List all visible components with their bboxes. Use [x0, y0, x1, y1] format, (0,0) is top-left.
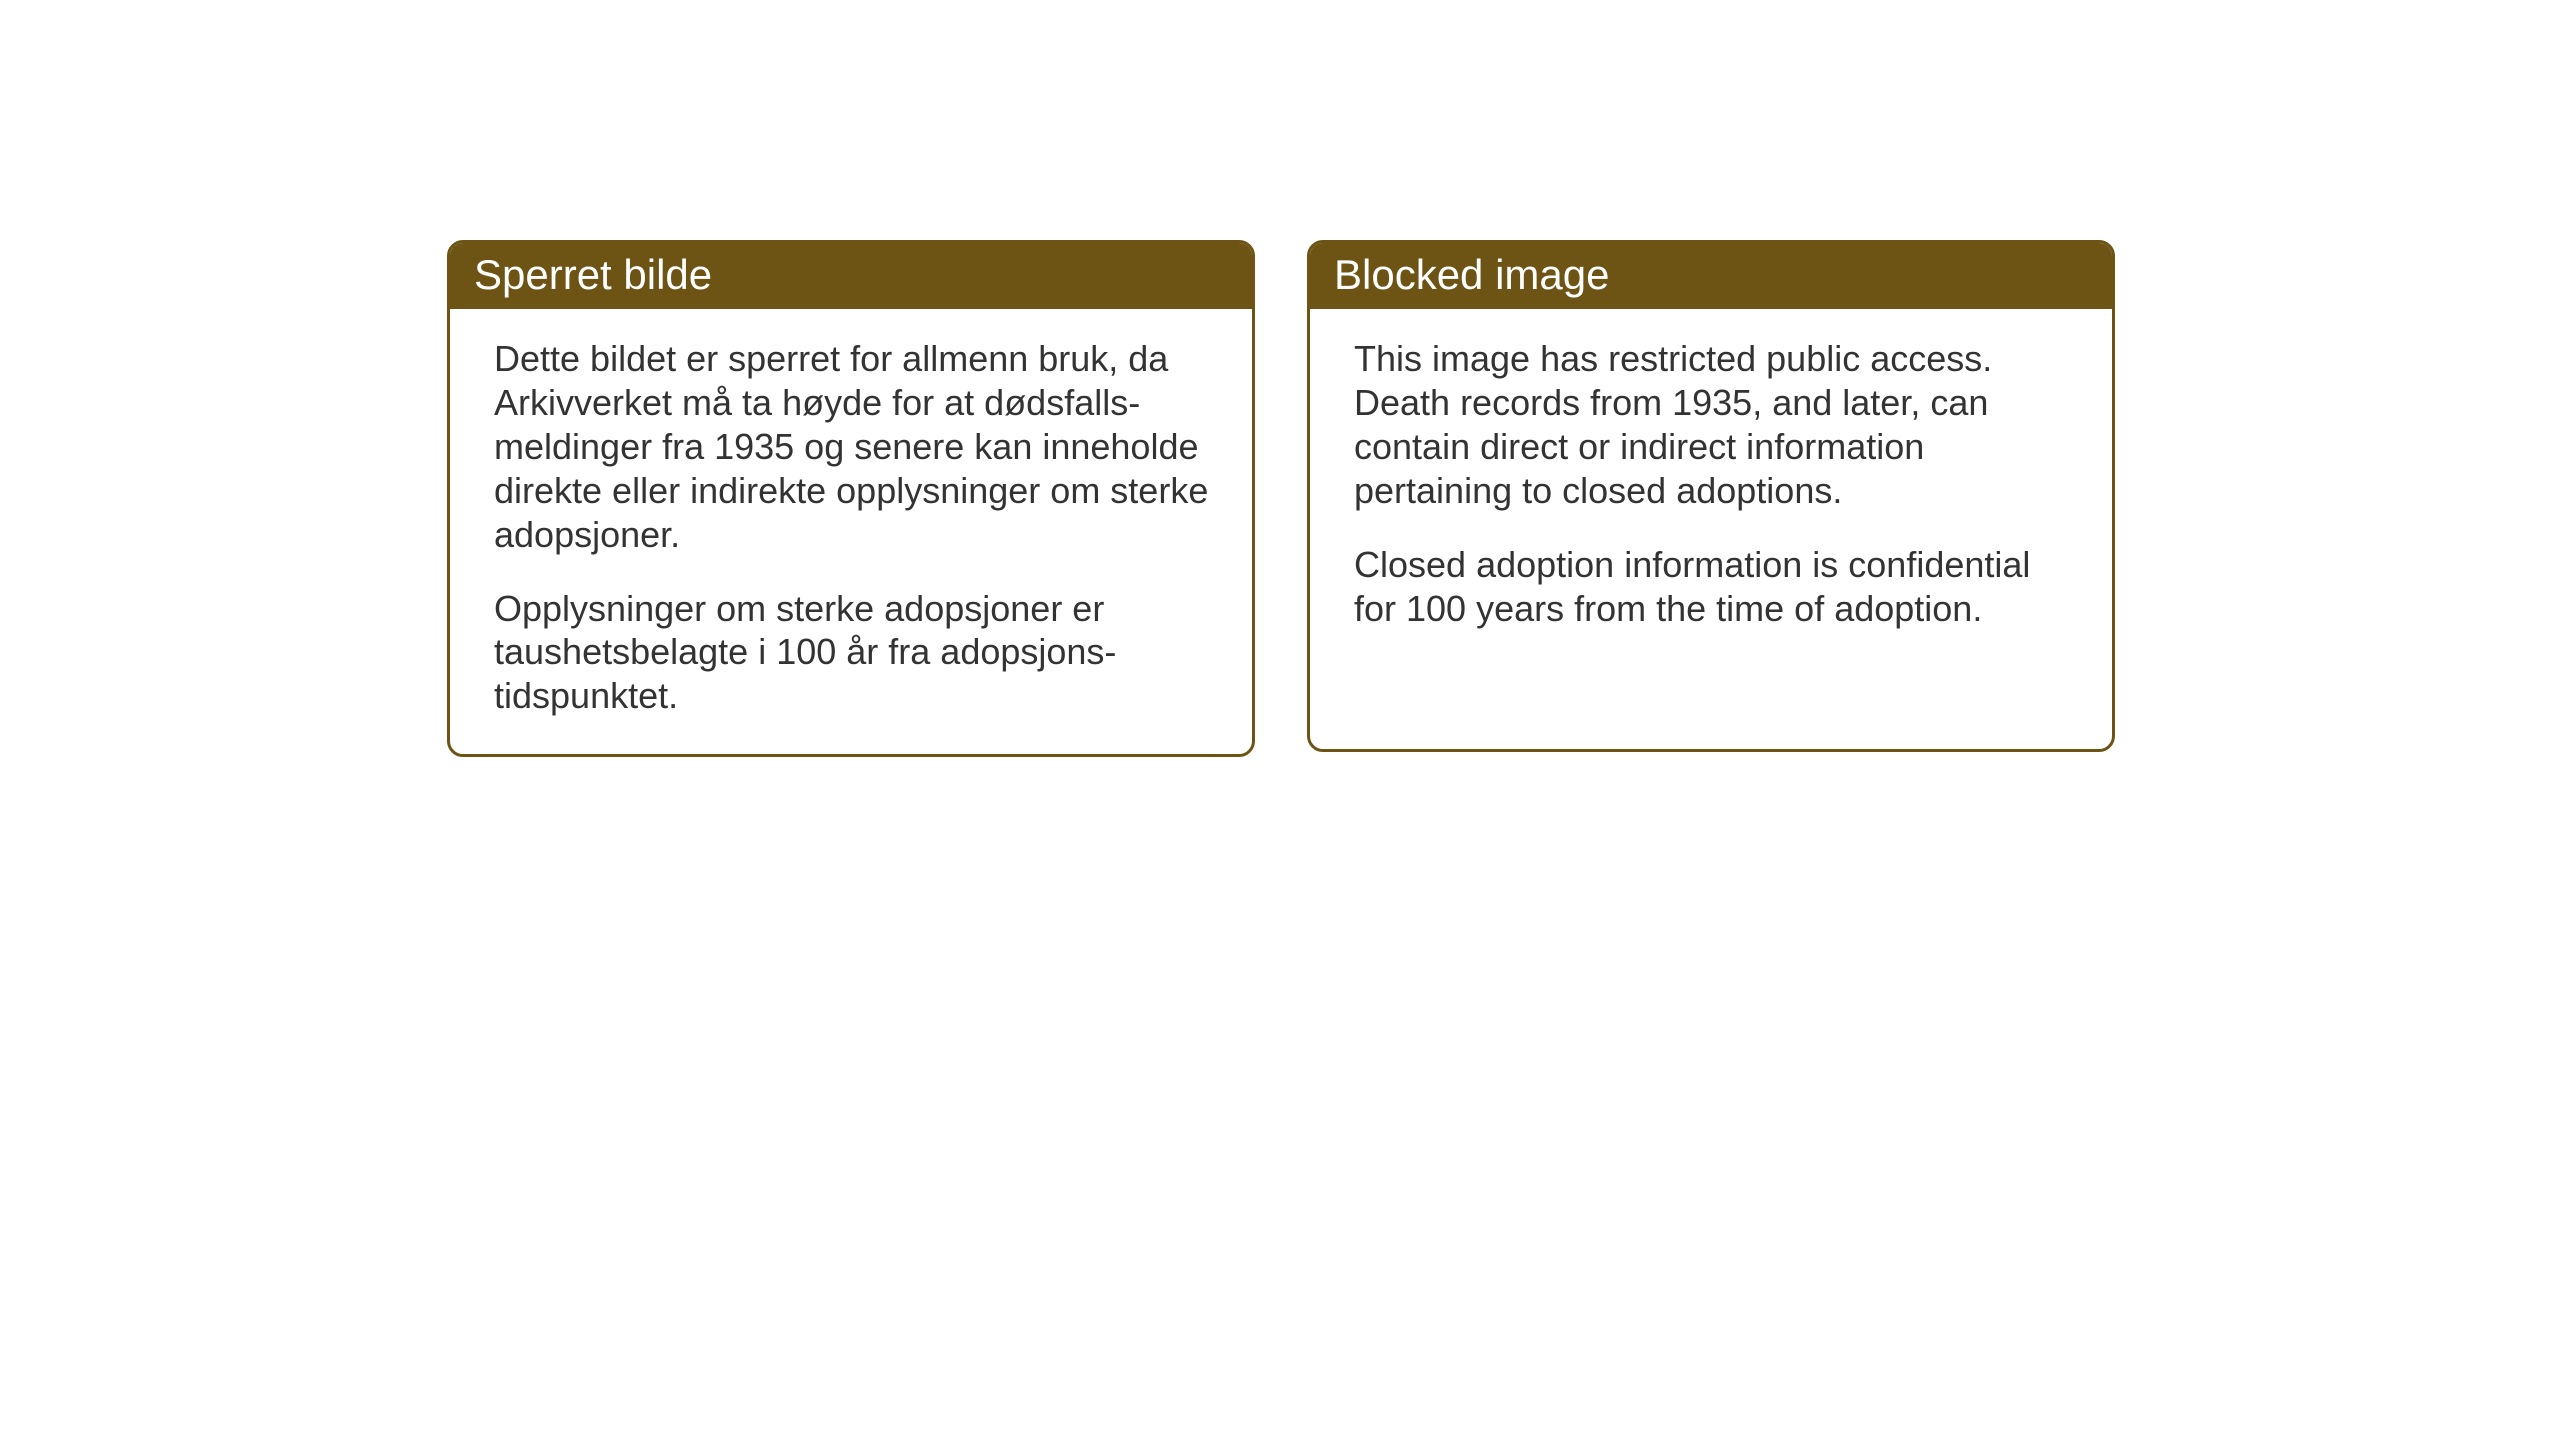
card-english-body: This image has restricted public access.… [1310, 309, 2112, 666]
card-english-paragraph-2: Closed adoption information is confident… [1354, 543, 2072, 631]
card-norwegian-header: Sperret bilde [450, 243, 1252, 309]
card-english-header: Blocked image [1310, 243, 2112, 309]
card-english: Blocked image This image has restricted … [1307, 240, 2115, 752]
card-norwegian-title: Sperret bilde [474, 251, 712, 298]
card-norwegian: Sperret bilde Dette bildet er sperret fo… [447, 240, 1255, 757]
card-norwegian-body: Dette bildet er sperret for allmenn bruk… [450, 309, 1252, 754]
card-norwegian-paragraph-1: Dette bildet er sperret for allmenn bruk… [494, 337, 1212, 557]
card-english-paragraph-1: This image has restricted public access.… [1354, 337, 2072, 513]
cards-container: Sperret bilde Dette bildet er sperret fo… [447, 240, 2115, 757]
card-norwegian-paragraph-2: Opplysninger om sterke adopsjoner er tau… [494, 587, 1212, 719]
card-english-title: Blocked image [1334, 251, 1609, 298]
